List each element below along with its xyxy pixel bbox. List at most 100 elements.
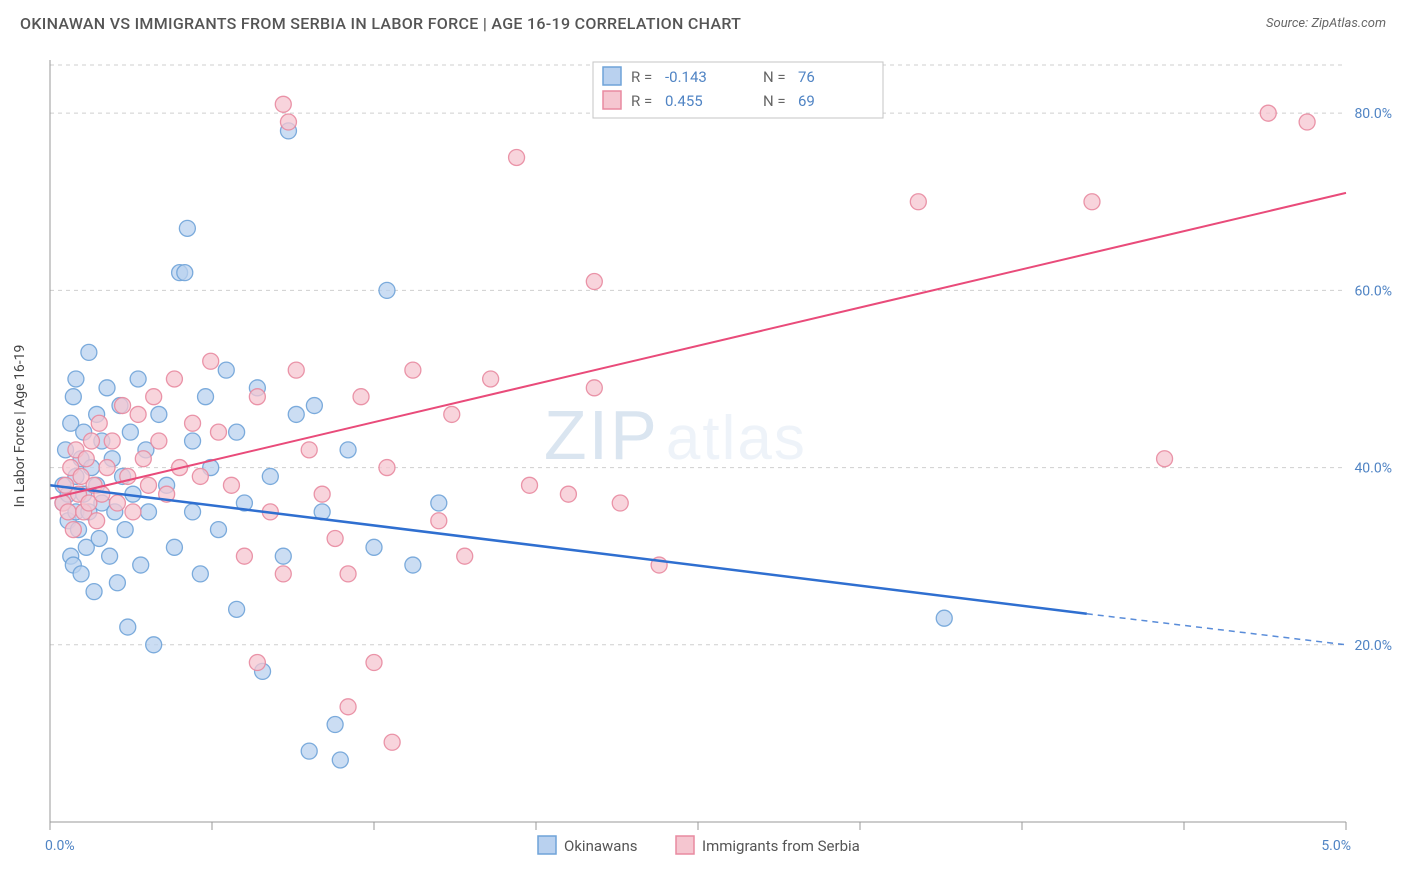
scatter-point [1260,105,1276,121]
scatter-point [306,398,322,414]
scatter-point [91,415,107,431]
source-name: ZipAtlas.com [1311,16,1386,31]
scatter-point [275,548,291,564]
scatter-point [405,557,421,573]
chart-container: In Labor Force | Age 16-19 ZIPatlas0.0%5… [0,46,1406,892]
scatter-point [1299,114,1315,130]
scatter-point [185,433,201,449]
scatter-point [166,371,182,387]
scatter-point [135,451,151,467]
scatter-point [301,743,317,759]
scatter-point [457,548,473,564]
scatter-point [301,442,317,458]
scatter-point [203,353,219,369]
scatter-point [936,610,952,626]
source-attribution: Source: ZipAtlas.com [1266,16,1386,31]
scatter-point [384,734,400,750]
scatter-point [65,522,81,538]
n-value: 69 [798,92,815,110]
scatter-point [86,584,102,600]
scatter-point [405,362,421,378]
source-prefix: Source: [1266,16,1311,31]
scatter-point [332,752,348,768]
scatter-point [586,274,602,290]
scatter-point [78,451,94,467]
scatter-point [210,424,226,440]
scatter-point [130,406,146,422]
scatter-point [353,389,369,405]
bottom-legend-label: Okinawans [564,837,637,855]
scatter-point [229,424,245,440]
scatter-point [288,406,304,422]
scatter-point [366,539,382,555]
scatter-point [249,389,265,405]
scatter-point [109,575,125,591]
scatter-point [120,619,136,635]
bottom-legend-swatch-okinawans [538,836,556,854]
scatter-point [366,655,382,671]
scatter-point [177,265,193,281]
scatter-point [340,566,356,582]
scatter-point [151,406,167,422]
r-label: R = [631,68,652,86]
scatter-point [229,601,245,617]
scatter-point [586,380,602,396]
scatter-point [130,371,146,387]
scatter-point [431,495,447,511]
scatter-point [99,380,115,396]
scatter-point [236,548,252,564]
scatter-point [146,637,162,653]
scatter-point [151,433,167,449]
y-tick-label: 80.0% [1354,106,1392,122]
n-label: N = [763,68,786,86]
x-tick-label: 5.0% [1321,838,1351,854]
y-tick-label: 40.0% [1354,461,1392,477]
scatter-point [280,114,296,130]
n-value: 76 [798,68,815,86]
scatter-point [379,282,395,298]
y-tick-label: 20.0% [1354,638,1392,654]
scatter-point [1157,451,1173,467]
scatter-point [327,717,343,733]
scatter-point [509,149,525,165]
scatter-point [117,522,133,538]
scatter-point [327,530,343,546]
scatter-point [522,477,538,493]
legend-swatch-okinawans [603,67,621,85]
scatter-point [83,433,99,449]
scatter-point [91,530,107,546]
scatter-point [68,371,84,387]
correlation-chart: ZIPatlas0.0%5.0%20.0%40.0%60.0%80.0%R = … [0,46,1406,892]
scatter-point [179,220,195,236]
watermark-text: atlas [666,404,807,473]
scatter-point [185,504,201,520]
scatter-point [198,389,214,405]
scatter-point [210,522,226,538]
scatter-point [102,548,118,564]
bottom-legend-label: Immigrants from Serbia [702,837,860,855]
scatter-point [146,389,162,405]
scatter-point [1084,194,1100,210]
scatter-point [73,566,89,582]
scatter-point [340,442,356,458]
r-label: R = [631,92,652,110]
scatter-point [249,655,265,671]
scatter-point [125,504,141,520]
scatter-point [60,504,76,520]
y-tick-label: 60.0% [1354,283,1392,299]
bottom-legend-swatch-serbia [676,836,694,854]
scatter-point [99,460,115,476]
scatter-point [288,362,304,378]
scatter-point [314,486,330,502]
scatter-point [223,477,239,493]
scatter-point [104,433,120,449]
scatter-point [65,389,81,405]
scatter-point [340,699,356,715]
scatter-point [185,415,201,431]
scatter-point [444,406,460,422]
scatter-point [140,504,156,520]
scatter-point [192,566,208,582]
r-value: 0.455 [665,92,703,110]
scatter-point [379,460,395,476]
scatter-point [133,557,149,573]
